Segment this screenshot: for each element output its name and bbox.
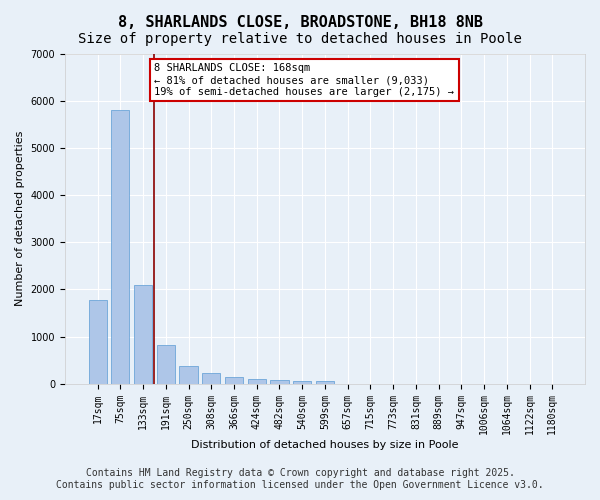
Bar — [225, 378, 243, 384]
Bar — [157, 345, 175, 384]
Bar — [89, 300, 107, 384]
Bar — [202, 374, 220, 384]
Bar — [134, 285, 152, 384]
Bar — [179, 366, 197, 384]
Text: Contains HM Land Registry data © Crown copyright and database right 2025.
Contai: Contains HM Land Registry data © Crown c… — [56, 468, 544, 490]
Bar — [293, 380, 311, 384]
Text: 8 SHARLANDS CLOSE: 168sqm
← 81% of detached houses are smaller (9,033)
19% of se: 8 SHARLANDS CLOSE: 168sqm ← 81% of detac… — [154, 64, 454, 96]
Bar — [111, 110, 130, 384]
Text: 8, SHARLANDS CLOSE, BROADSTONE, BH18 8NB: 8, SHARLANDS CLOSE, BROADSTONE, BH18 8NB — [118, 15, 482, 30]
Bar — [316, 381, 334, 384]
Bar — [248, 379, 266, 384]
Bar — [271, 380, 289, 384]
X-axis label: Distribution of detached houses by size in Poole: Distribution of detached houses by size … — [191, 440, 459, 450]
Text: Size of property relative to detached houses in Poole: Size of property relative to detached ho… — [78, 32, 522, 46]
Y-axis label: Number of detached properties: Number of detached properties — [15, 131, 25, 306]
